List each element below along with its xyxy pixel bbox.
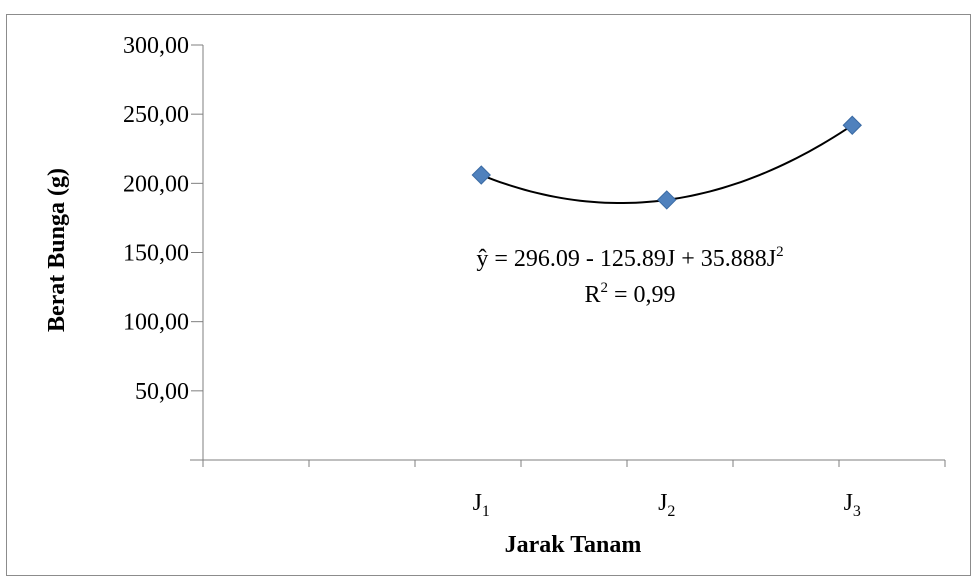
data-point <box>657 190 677 210</box>
r-squared-value: = 0,99 <box>608 282 676 308</box>
y-tick-label: 50,00 <box>135 379 189 405</box>
labels: Berat Bunga (g) Jarak Tanam <box>44 168 641 558</box>
x-axis-title: Jarak Tanam <box>505 532 642 558</box>
data-point <box>842 115 862 135</box>
data-point <box>471 165 491 185</box>
x-tick-label: J3 <box>844 490 861 520</box>
chart-frame <box>6 14 971 576</box>
r-squared-superscript: 2 <box>600 280 608 296</box>
r-squared-base: R <box>584 282 600 308</box>
y-tick-label: 250,00 <box>123 102 189 128</box>
x-tick-label: J2 <box>658 490 675 520</box>
trendline-equation: ŷ = 296.09 - 125.89J + 35.888J2 <box>476 244 783 272</box>
y-axis-title: Berat Bunga (g) <box>44 168 70 332</box>
x-tick-label: J1 <box>473 490 490 520</box>
r-squared-label: R2 = 0,99 <box>584 280 675 308</box>
y-ticks: 300,00 250,00 200,00 150,00 100,00 50,00 <box>123 33 203 405</box>
trendline-annotation: ŷ = 296.09 - 125.89J + 35.888J2 R2 = 0,9… <box>476 244 783 308</box>
y-tick-label: 200,00 <box>123 171 189 197</box>
equation-superscript: 2 <box>776 244 784 260</box>
y-tick-label: 100,00 <box>123 310 189 336</box>
data-points <box>471 115 862 210</box>
y-tick-label: 300,00 <box>123 33 189 59</box>
equation-main: ŷ = 296.09 - 125.89J + 35.888J <box>476 246 776 272</box>
y-tick-label: 150,00 <box>123 241 189 267</box>
x-ticks: J1 J2 J3 <box>202 460 946 520</box>
